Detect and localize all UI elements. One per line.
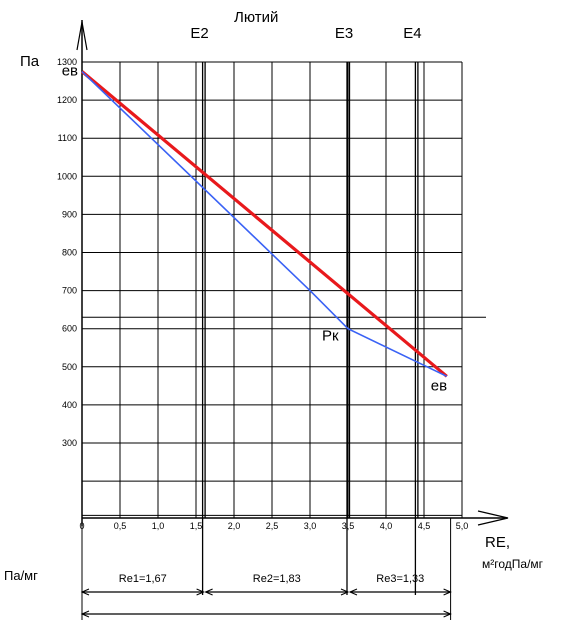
segment-arrow-right [196, 588, 205, 596]
x-tick-label: 2,0 [228, 521, 241, 531]
x-tick-label: 1,5 [190, 521, 203, 531]
segment-arrow-right [340, 588, 350, 596]
x-tick-label: 1,0 [152, 521, 165, 531]
segment-label: Re3=1,33 [376, 573, 424, 585]
y-tick-label: 1300 [57, 57, 77, 67]
series-line [80, 70, 448, 378]
segment-label: Re2=1,83 [253, 573, 301, 585]
layer-boundary-label: E2 [190, 25, 208, 42]
y-tick-label: 600 [62, 324, 77, 334]
x-tick-label: 2,5 [266, 521, 279, 531]
layer-boundary-label: E3 [335, 25, 353, 42]
chart-title: Лютий [234, 9, 278, 26]
x-tick-label: 3,5 [342, 521, 355, 531]
point-annotation: Рк [322, 328, 339, 345]
y-tick-label: 1100 [58, 133, 77, 143]
y-tick-label: 900 [62, 209, 77, 219]
chart-axes [76, 20, 509, 526]
y-tick-label: 1000 [57, 171, 77, 181]
segment-arrow-left [80, 588, 90, 596]
y-tick-label: 1200 [57, 95, 77, 105]
y-tick-label: 400 [62, 400, 77, 410]
y-axis-arrow [76, 21, 88, 51]
point-annotation: ев [431, 377, 447, 394]
layer-boundary-label: E4 [403, 25, 421, 42]
chart-labels: Лютий Па RE, м²годПа/мг Па/мг [4, 9, 544, 583]
layer-boundaries: E2 E3 E4 [190, 25, 422, 595]
chart-series [80, 70, 448, 378]
y-tick-label: 700 [62, 286, 77, 296]
total-arrow-left [80, 610, 90, 618]
resistance-segments: Re1=1,67 Re2=1,83 Re3=1,33 [80, 518, 452, 620]
x-tick-label: 4,0 [380, 521, 393, 531]
chart-ticks: 130012001100100090080070060050040030000,… [57, 57, 468, 531]
x-axis-label-line1: RE, [485, 534, 510, 551]
x-tick-label: 4,5 [418, 521, 431, 531]
point-annotation: ев [62, 63, 78, 80]
x-axis-arrow [477, 510, 509, 526]
chart-annotations: ев Рк ев [62, 63, 447, 395]
y-tick-label: 500 [62, 362, 77, 372]
segment-label: Re1=1,67 [119, 573, 167, 585]
y-tick-label: 300 [62, 438, 77, 448]
segment-arrow-left [204, 588, 213, 596]
x-tick-label: 0,5 [114, 521, 127, 531]
chart-grid [82, 61, 463, 518]
x-axis-label-line2: м²годПа/мг [482, 557, 544, 571]
segment-arrow-left [348, 588, 358, 596]
x-tick-label: 5,0 [456, 521, 469, 531]
series-line [81, 70, 448, 378]
bottom-left-label: Па/мг [4, 568, 38, 583]
y-axis-label: Па [20, 53, 40, 70]
y-tick-label: 800 [62, 248, 77, 258]
x-tick-label: 3,0 [304, 521, 317, 531]
